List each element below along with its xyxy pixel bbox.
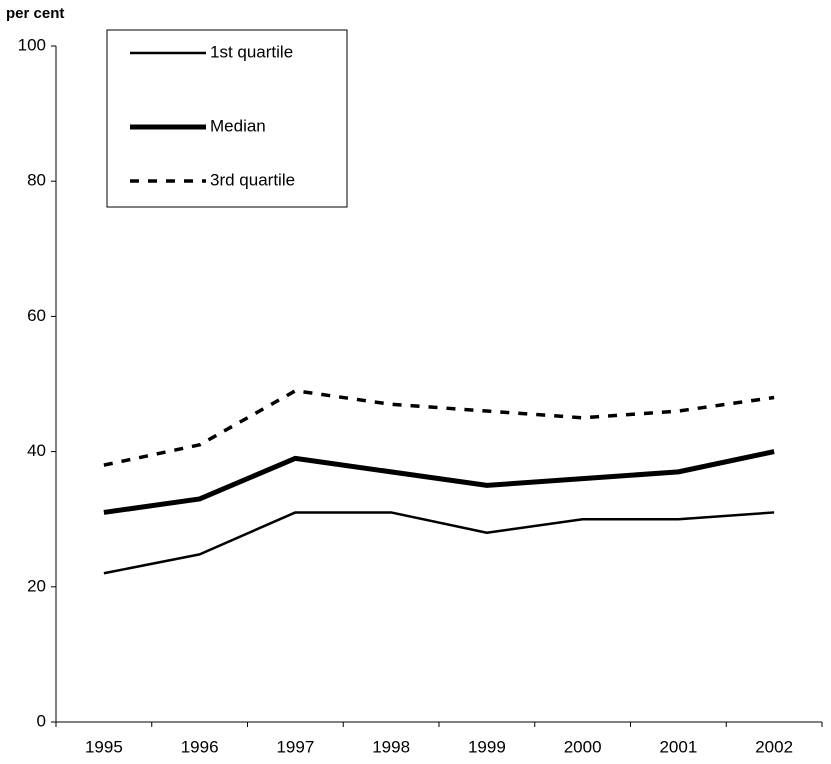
legend: 1st quartile Median 3rd quartile	[106, 29, 348, 208]
y-tick-label: 40	[27, 441, 46, 460]
legend-label: Median	[210, 116, 266, 135]
y-tick-label: 0	[37, 711, 46, 730]
legend-label: 1st quartile	[210, 42, 293, 61]
legend-label: 3rd quartile	[210, 170, 295, 189]
x-tick-label: 1999	[468, 737, 506, 756]
x-tick-label: 2001	[659, 737, 697, 756]
data-line	[103, 389, 775, 467]
legend-box	[106, 29, 348, 208]
x-tick-label: 1996	[181, 737, 219, 756]
y-tick-label: 100	[18, 35, 46, 54]
x-tick-label: 1995	[85, 737, 123, 756]
data-line	[103, 511, 775, 575]
data-line	[103, 449, 775, 515]
y-axis-label: per cent	[6, 5, 64, 22]
y-tick-label: 80	[27, 171, 46, 190]
x-tick-label: 2002	[755, 737, 793, 756]
x-tick-label: 1997	[276, 737, 314, 756]
y-tick-label: 60	[27, 306, 46, 325]
x-tick-label: 1998	[372, 737, 410, 756]
x-tick-label: 2000	[564, 737, 602, 756]
y-tick-label: 20	[27, 576, 46, 595]
